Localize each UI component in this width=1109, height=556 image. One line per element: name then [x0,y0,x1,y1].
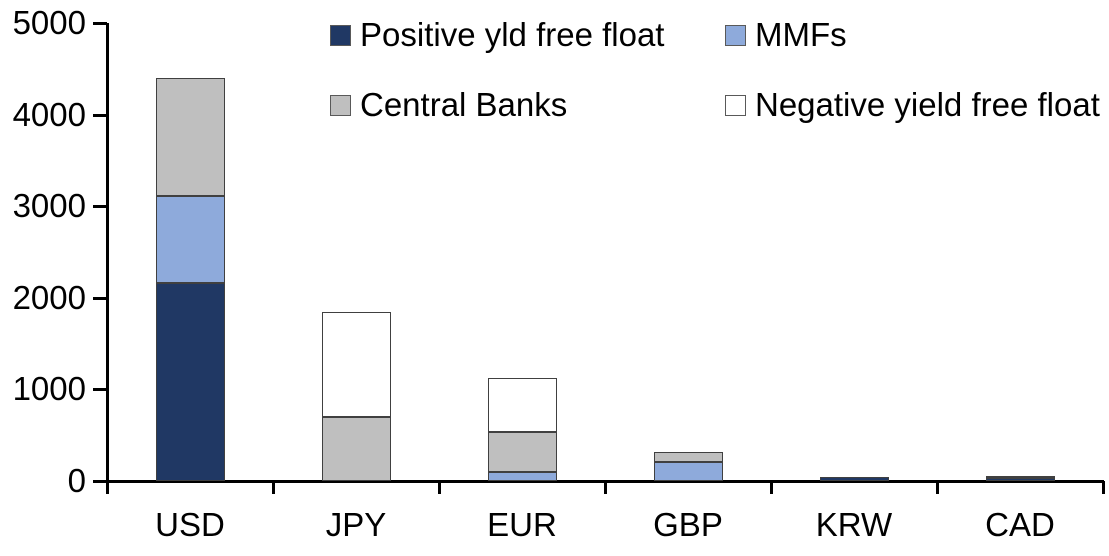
x-tick [936,481,939,494]
bar-segment-JPY-negative-yield-free-float [321,311,391,417]
bar-segment-EUR-central-banks [487,431,557,472]
y-tick [93,480,107,483]
bar-segment-JPY-central-banks [321,416,391,481]
bar-segment-CAD-positive-yld-free-float [985,478,1055,481]
x-tick [1102,481,1105,494]
x-tick [770,481,773,494]
legend-item-central-banks: Central Banks [330,88,567,122]
y-axis-line [106,23,109,483]
legend-item-positive-yld-free-float: Positive yld free float [330,18,664,52]
y-tick-label: 2000 [12,278,86,316]
legend-swatch-negative-yield-free-float [725,94,746,116]
y-tick-label: 4000 [12,95,86,133]
bar-segment-GBP-mmfs [653,461,723,481]
bar-segment-USD-mmfs [155,196,225,284]
bar-segment-USD-positive-yld-free-float [155,283,225,481]
bar-segment-EUR-negative-yield-free-float [487,378,557,432]
category-label-EUR: EUR [487,506,557,543]
bar-segment-EUR-mmfs [487,471,557,481]
y-tick [93,113,107,117]
bar-segment-CAD-central-banks [985,475,1055,479]
category-label-KRW: KRW [815,506,893,543]
legend-swatch-mmfs [725,24,746,46]
y-tick-label: 3000 [12,187,86,225]
x-tick [438,481,441,494]
category-label-GBP: GBP [653,506,723,543]
category-label-USD: USD [155,506,225,543]
bar-segment-USD-central-banks [155,77,225,197]
category-label-CAD: CAD [985,506,1055,543]
category-label-JPY: JPY [325,506,387,543]
y-tick [93,388,107,392]
legend-item-negative-yield-free-float: Negative yield free float [725,88,1100,122]
legend-label: Positive yld free float [360,16,665,53]
legend-label: Central Banks [360,86,568,123]
legend-label: Negative yield free float [755,86,1100,123]
y-tick-label: 1000 [12,370,86,408]
x-tick [604,481,607,494]
y-tick-label: 0 [67,462,86,499]
y-tick [93,22,107,25]
legend-swatch-central-banks [330,94,351,116]
y-tick [93,205,107,209]
legend-swatch-positive-yld-free-float [330,24,351,46]
y-tick [93,296,107,300]
bar-segment-GBP-central-banks [653,451,723,462]
bar-segment-KRW-positive-yld-free-float [819,476,889,481]
legend-label: MMFs [755,16,847,53]
x-tick [272,481,275,494]
x-tick [106,481,109,494]
y-tick-label: 5000 [12,4,86,41]
legend-item-mmfs: MMFs [725,18,847,52]
